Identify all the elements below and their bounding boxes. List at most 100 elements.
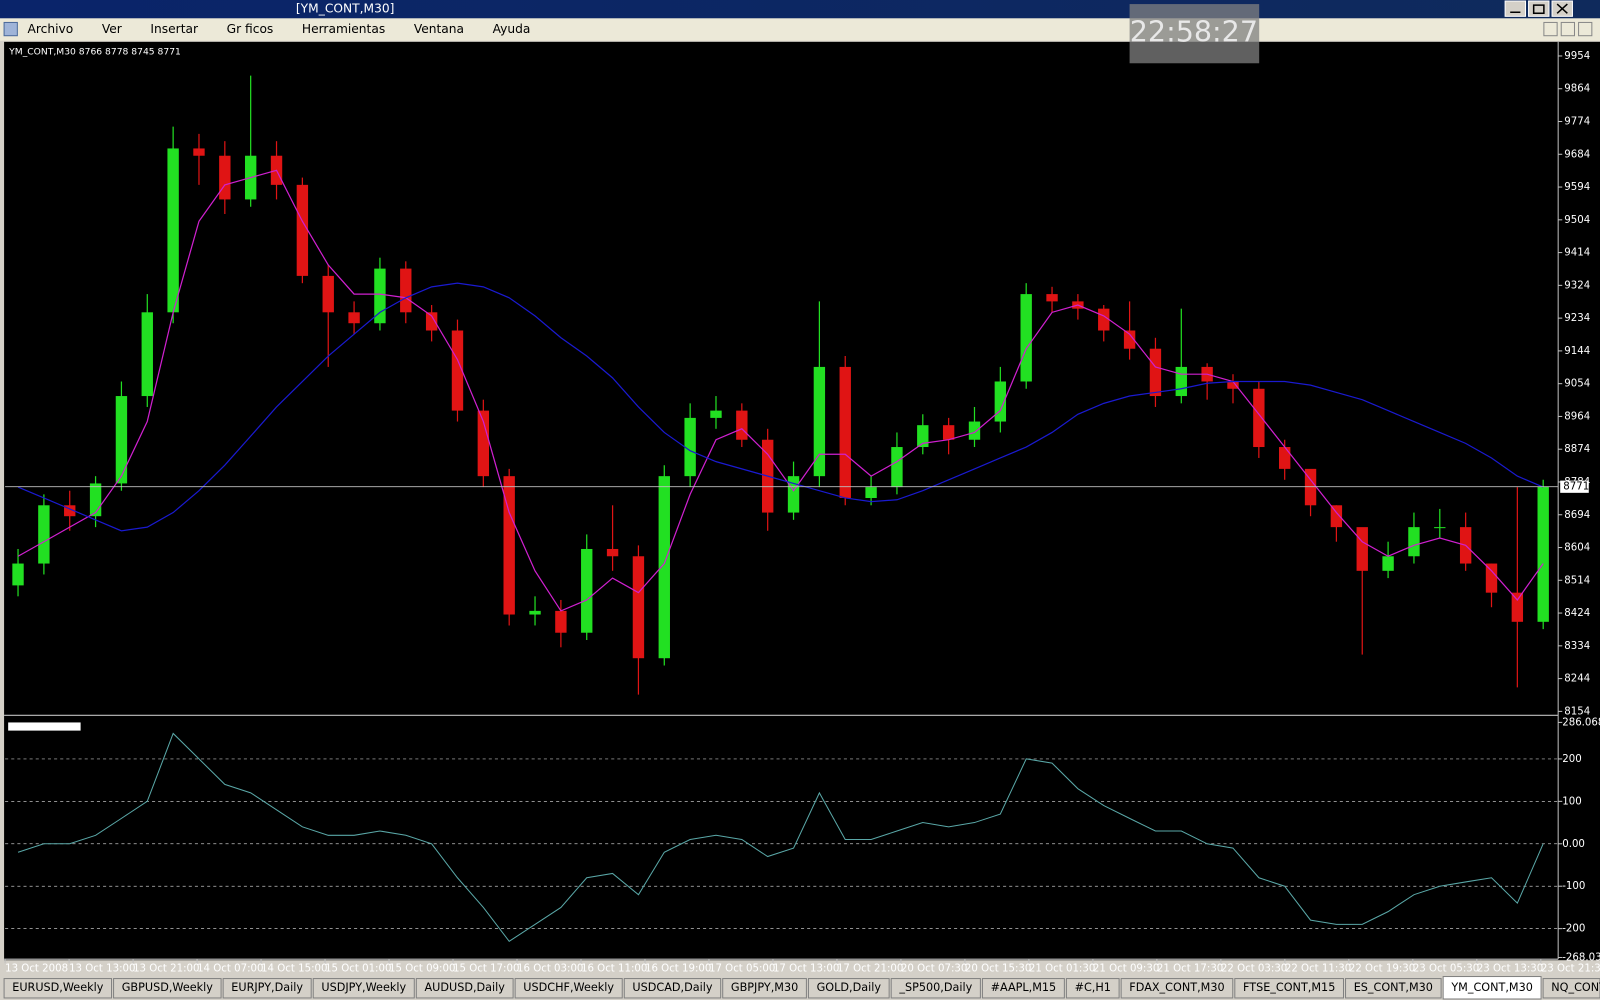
menu-item[interactable]: Ventana — [414, 22, 464, 36]
candle-body — [865, 487, 877, 499]
chart-tab-label[interactable]: FTSE_CONT,M15 — [1243, 981, 1335, 994]
candle-body — [193, 148, 205, 156]
child-close[interactable] — [1578, 21, 1593, 37]
time-label: 23 Oct 05:30 — [1413, 963, 1479, 974]
chart-tab-label[interactable]: GBPJPY,M30 — [731, 981, 798, 994]
chart-tab-label[interactable]: AUDUSD,Daily — [424, 981, 505, 994]
child-controls[interactable] — [1543, 21, 1593, 37]
time-label: 17 Oct 21:00 — [837, 963, 903, 974]
candle-body — [1175, 366, 1187, 397]
candle-body — [1330, 505, 1343, 528]
price-tick-label: 9054 — [1564, 379, 1590, 390]
candle-body — [891, 447, 903, 488]
candle-body — [38, 505, 50, 564]
minimize-button[interactable] — [1504, 0, 1527, 17]
menu-item[interactable]: Ver — [102, 22, 123, 36]
candle-body — [348, 312, 360, 324]
menu-item[interactable]: Ayuda — [493, 22, 531, 36]
chart-tab-label[interactable]: EURJPY,Daily — [231, 981, 303, 994]
chart-tab[interactable] — [807, 978, 890, 999]
current-price-box — [1560, 480, 1589, 493]
candle-body — [503, 476, 515, 615]
price-tick-label: 9234 — [1564, 313, 1590, 324]
price-tick-label: 8514 — [1564, 575, 1590, 586]
chart-tab-label[interactable]: ES_CONT,M30 — [1354, 981, 1433, 994]
price-tick-label: 8874 — [1564, 444, 1590, 455]
chart-tab-label[interactable]: _SP500,Daily — [898, 981, 972, 994]
menu-item[interactable]: Herramientas — [302, 22, 385, 36]
chart-tab[interactable] — [312, 978, 415, 999]
indicator-tick-label: 286.0684 — [1562, 717, 1600, 728]
candle-body — [1020, 294, 1032, 382]
indicator-tick-label: -200 — [1562, 924, 1585, 935]
time-label: 21 Oct 01:30 — [1029, 963, 1095, 974]
chart-tab[interactable] — [623, 978, 722, 999]
title-bar — [0, 0, 1600, 19]
price-tick-label: 9774 — [1564, 117, 1590, 128]
chart-tab-label[interactable]: USDCAD,Daily — [632, 981, 712, 994]
time-label: 20 Oct 15:30 — [965, 963, 1031, 974]
time-label: 22 Oct 03:30 — [1221, 963, 1287, 974]
chart-tab-label[interactable]: GBPUSD,Weekly — [122, 981, 214, 994]
window-controls[interactable] — [1504, 0, 1573, 17]
chart-tab-label[interactable]: EURUSD,Weekly — [12, 981, 103, 994]
candle-body — [1098, 308, 1110, 331]
child-restore[interactable] — [1560, 21, 1575, 37]
menu-item[interactable]: Archivo — [28, 22, 74, 36]
chart-tab[interactable] — [1234, 978, 1345, 999]
time-label: 13 Oct 13:00 — [69, 963, 135, 974]
chart-tab[interactable] — [981, 978, 1065, 999]
chart-tab[interactable] — [1065, 978, 1120, 999]
chart-tab-label[interactable]: USDJPY,Weekly — [321, 981, 406, 994]
chart-tab[interactable] — [1442, 976, 1542, 1000]
candle-body — [581, 548, 593, 633]
chart-tab[interactable] — [514, 978, 623, 999]
indicator-label-box — [8, 722, 81, 731]
indicator-tick-label: 0.00 — [1562, 839, 1585, 850]
candle-body — [219, 155, 231, 200]
time-label: 13 Oct 21:00 — [133, 963, 199, 974]
chart-tab-label[interactable]: #AAPL,M15 — [991, 981, 1057, 994]
candle-body — [1279, 447, 1291, 469]
time-label: 21 Oct 09:30 — [1093, 963, 1159, 974]
clock: 22:58:27 — [1130, 15, 1258, 49]
price-tick-label: 9144 — [1564, 346, 1590, 357]
chart-tab-label[interactable]: USDCHF,Weekly — [523, 981, 614, 994]
child-minimize[interactable] — [1543, 21, 1558, 37]
menu-item[interactable]: Insertar — [150, 22, 199, 36]
chart-tab-label[interactable]: NQ_CONT,H1 — [1551, 981, 1600, 994]
price-tick-label: 8244 — [1564, 674, 1590, 685]
candle-body — [606, 548, 619, 557]
chart-tab-label[interactable]: #C,H1 — [1075, 981, 1111, 994]
time-label: 13 Oct 2008 — [5, 963, 68, 974]
price-tick-label: 9324 — [1564, 280, 1590, 291]
chart-header: YM_CONT,M30 8766 8778 8745 8771 — [8, 47, 181, 58]
time-label: 16 Oct 19:00 — [645, 963, 711, 974]
chart-tab-label[interactable]: FDAX_CONT,M30 — [1129, 981, 1224, 994]
candle-body — [684, 417, 696, 477]
candle-body — [1149, 348, 1162, 397]
price-tick-label: 9594 — [1564, 182, 1590, 193]
candle-body — [1434, 527, 1446, 529]
chart-tab[interactable] — [222, 978, 312, 999]
time-label: 17 Oct 05:00 — [709, 963, 775, 974]
chart-tab[interactable] — [1345, 978, 1442, 999]
moving-average — [17, 169, 1544, 612]
menu-item[interactable]: Gr ficos — [227, 22, 274, 36]
price-tick-label: 9684 — [1564, 149, 1590, 160]
chart-tab-label[interactable]: GOLD,Daily — [817, 981, 882, 994]
candle-body — [89, 483, 102, 517]
price-tick-label: 9504 — [1564, 215, 1590, 226]
candle-body — [451, 330, 464, 411]
chart-tab-label[interactable]: YM_CONT,M30 — [1450, 981, 1533, 994]
chart-tab[interactable] — [722, 978, 807, 999]
chart-tab[interactable] — [1120, 978, 1234, 999]
chart-tab[interactable] — [113, 978, 222, 999]
chart-tab[interactable] — [415, 978, 514, 999]
candle-body — [141, 312, 153, 397]
chart-tab[interactable] — [3, 978, 113, 999]
candle-body — [1046, 294, 1058, 302]
chart-tab[interactable] — [890, 978, 981, 999]
app-icon — [3, 21, 18, 37]
